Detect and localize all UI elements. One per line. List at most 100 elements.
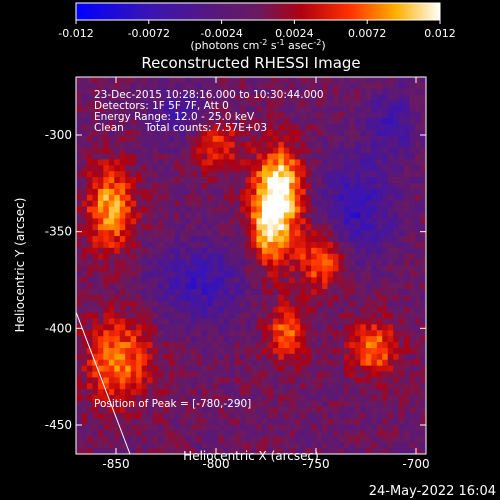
y-tick-label: -400 xyxy=(45,321,72,335)
heatmap-cell xyxy=(76,224,82,231)
heatmap-cell xyxy=(371,342,378,349)
heatmap-cell xyxy=(393,336,400,343)
heatmap-cell xyxy=(333,312,339,319)
heatmap-cell xyxy=(420,318,426,325)
heatmap-cell xyxy=(136,324,143,331)
heatmap-cell xyxy=(311,371,318,378)
heatmap-cell xyxy=(256,353,263,361)
heatmap-cell xyxy=(174,165,181,172)
heatmap-cell xyxy=(201,347,208,355)
heatmap-cell xyxy=(136,130,143,137)
heatmap-cell xyxy=(141,271,148,278)
heatmap-cell xyxy=(174,194,181,202)
heatmap-cell xyxy=(240,171,246,178)
heatmap-cell xyxy=(136,377,143,384)
heatmap-cell xyxy=(256,430,263,437)
heatmap-cell xyxy=(92,448,99,454)
heatmap-cell xyxy=(185,118,192,125)
heatmap-cell xyxy=(108,359,115,367)
heatmap-cell xyxy=(349,330,356,337)
heatmap-cell xyxy=(300,206,307,213)
heatmap-cell xyxy=(207,188,214,196)
heatmap-cell xyxy=(327,306,334,314)
heatmap-cell xyxy=(289,100,296,107)
heatmap-cell xyxy=(207,106,214,113)
heatmap-cell xyxy=(272,88,279,96)
heatmap-cell xyxy=(174,283,181,290)
heatmap-cell xyxy=(300,389,307,396)
heatmap-cell xyxy=(278,124,285,131)
heatmap-cell xyxy=(278,224,285,231)
heatmap-cell xyxy=(278,389,285,396)
heatmap-cell xyxy=(207,430,214,437)
heatmap-cell xyxy=(322,412,328,420)
heatmap-cell xyxy=(125,159,132,166)
heatmap-cell xyxy=(119,88,126,96)
heatmap-cell xyxy=(168,424,175,431)
heatmap-cell xyxy=(327,112,334,119)
heatmap-cell xyxy=(92,94,99,101)
heatmap-cell xyxy=(333,253,339,261)
heatmap-cell xyxy=(398,230,405,237)
heatmap-cell xyxy=(229,312,235,319)
heatmap-cell xyxy=(289,224,296,231)
heatmap-cell xyxy=(360,141,367,149)
heatmap-cell xyxy=(343,424,350,431)
heatmap-cell xyxy=(185,135,192,143)
heatmap-cell xyxy=(207,183,214,190)
heatmap-cell xyxy=(294,130,301,137)
heatmap-cell xyxy=(272,436,279,443)
heatmap-cell xyxy=(382,412,389,420)
heatmap-cell xyxy=(86,395,93,402)
heatmap-cell xyxy=(136,188,143,196)
heatmap-cell xyxy=(415,171,421,178)
heatmap-cell xyxy=(147,100,153,107)
heatmap-cell xyxy=(382,82,389,90)
heatmap-cell xyxy=(103,135,110,143)
heatmap-cell xyxy=(201,259,208,266)
heatmap-cell xyxy=(251,241,257,249)
heatmap-cell xyxy=(256,312,263,319)
heatmap-cell xyxy=(294,218,301,225)
heatmap-cell xyxy=(240,400,246,408)
heatmap-cell xyxy=(212,383,219,390)
heatmap-cell xyxy=(294,395,301,402)
heatmap-cell xyxy=(229,424,235,431)
heatmap-cell xyxy=(207,82,214,90)
heatmap-cell xyxy=(376,271,383,278)
heatmap-cell xyxy=(125,418,132,425)
heatmap-cell xyxy=(278,88,285,96)
heatmap-cell xyxy=(382,383,389,390)
heatmap-cell xyxy=(136,212,143,219)
heatmap-cell xyxy=(267,94,274,101)
heatmap-cell xyxy=(86,88,93,96)
heatmap-cell xyxy=(404,77,410,84)
heatmap-cell xyxy=(409,430,416,437)
heatmap-cell xyxy=(223,194,230,202)
heatmap-cell xyxy=(305,112,312,119)
heatmap-cell xyxy=(393,389,400,396)
heatmap-cell xyxy=(365,371,372,378)
heatmap-cell xyxy=(158,241,164,249)
heatmap-cell xyxy=(201,147,208,154)
heatmap-cell xyxy=(168,436,175,443)
heatmap-cell xyxy=(207,77,214,84)
heatmap-cell xyxy=(130,277,137,284)
heatmap-cell xyxy=(81,206,88,213)
heatmap-cell xyxy=(81,241,88,249)
heatmap-cell xyxy=(393,183,400,190)
heatmap-cell xyxy=(322,347,328,355)
heatmap-cell xyxy=(333,88,339,96)
heatmap-cell xyxy=(119,77,126,84)
heatmap-cell xyxy=(415,218,421,225)
heatmap-cell xyxy=(376,183,383,190)
heatmap-cell xyxy=(218,118,225,125)
heatmap-cell xyxy=(311,141,318,149)
heatmap-cell xyxy=(376,383,383,390)
heatmap-cell xyxy=(256,212,263,219)
heatmap-cell xyxy=(152,94,159,101)
heatmap-cell xyxy=(354,82,361,90)
heatmap-cell xyxy=(322,259,328,266)
heatmap-cell xyxy=(365,442,372,449)
heatmap-cell xyxy=(168,289,175,296)
